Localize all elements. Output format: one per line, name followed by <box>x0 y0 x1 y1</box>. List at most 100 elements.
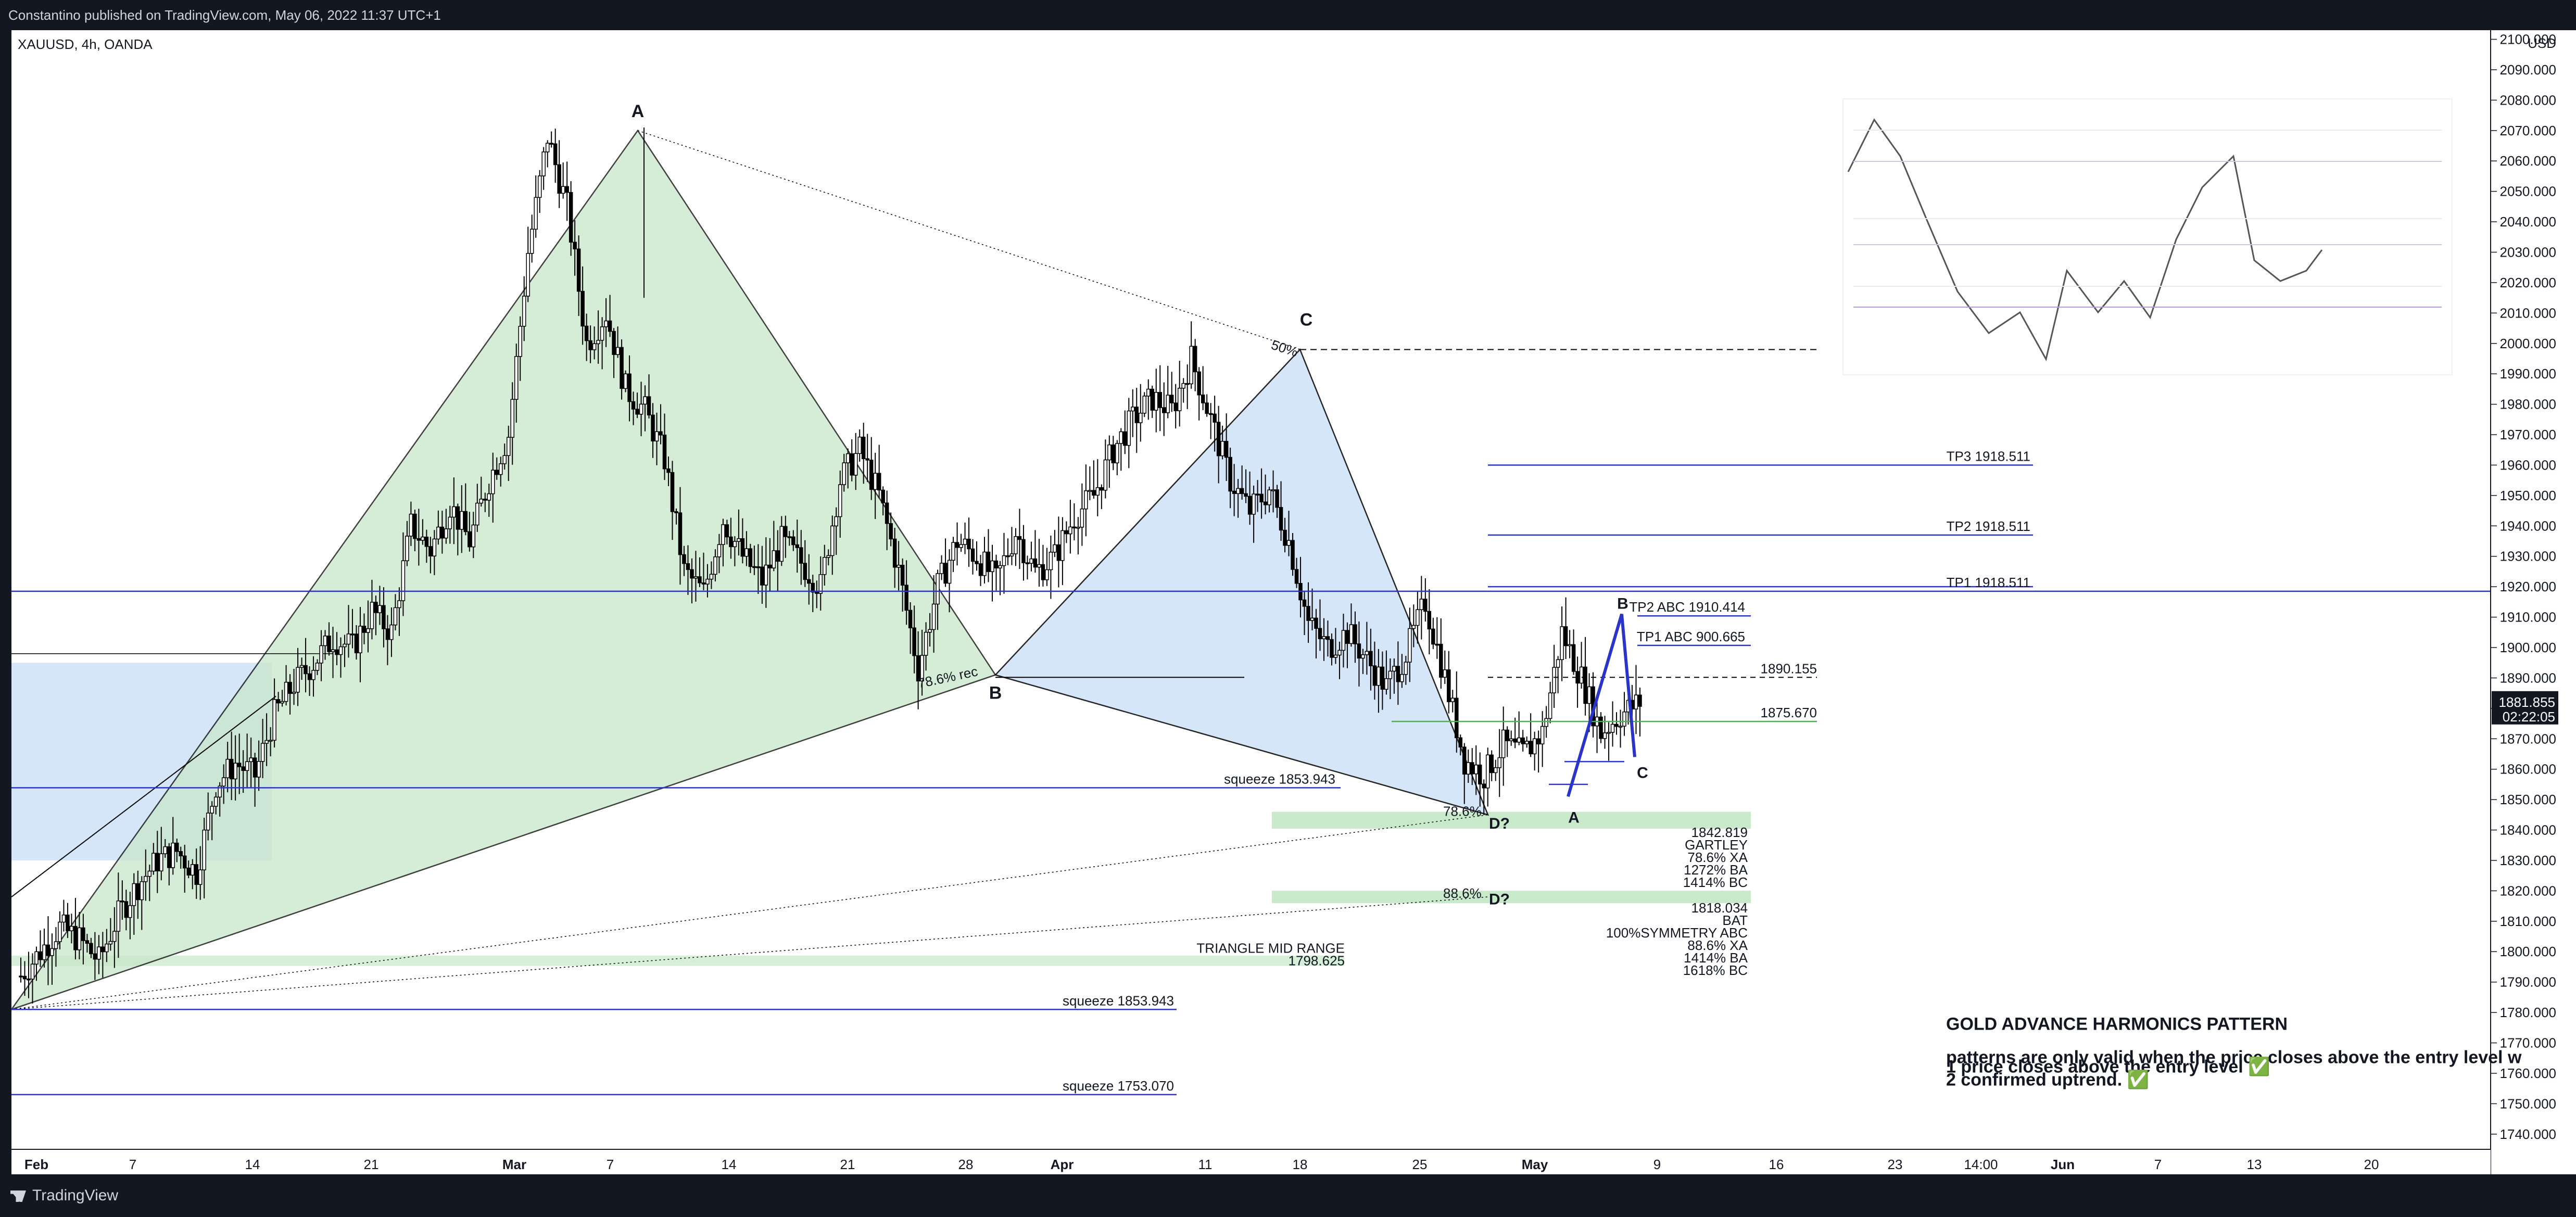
candle-body <box>1232 490 1236 494</box>
point-a-label: A <box>632 102 645 121</box>
candle-body <box>1208 413 1213 415</box>
annotation-lvl1875: 1875.670 <box>1761 705 1817 720</box>
candle-body <box>34 951 39 965</box>
candle-body <box>311 670 315 680</box>
candle-body <box>479 499 484 504</box>
candle-body <box>229 758 234 780</box>
candle-body <box>1146 388 1151 397</box>
candle-body <box>432 538 437 556</box>
candle-body <box>1450 698 1455 702</box>
candle-body <box>1139 412 1143 423</box>
time-tick-label: 16 <box>1769 1157 1784 1172</box>
candle-body <box>1524 741 1529 744</box>
currency-label: USD <box>2528 35 2556 51</box>
candle-body <box>190 864 195 876</box>
gartley-text: GARTLEY <box>1685 837 1748 853</box>
candle-body <box>1563 626 1568 646</box>
candle-body <box>1009 553 1014 556</box>
candle-body <box>46 944 50 956</box>
candle-body <box>66 915 70 931</box>
candle-body <box>409 513 413 537</box>
price-tick-label: 1890.000 <box>2500 670 2556 686</box>
candle-body <box>615 347 620 355</box>
candle-body <box>27 978 31 981</box>
candle-body <box>151 853 156 872</box>
inset-chart[interactable] <box>1842 98 2453 375</box>
point-d2-label: D? <box>1489 891 1510 908</box>
candle-body <box>171 842 175 868</box>
candle-body <box>85 940 90 944</box>
candle-body <box>260 743 265 762</box>
candle-body <box>1033 558 1038 568</box>
price-axis[interactable] <box>2491 30 2576 1174</box>
candle-body <box>1158 392 1162 408</box>
candle-body <box>1396 666 1400 682</box>
candle-body <box>1372 665 1377 686</box>
candle-body <box>1478 764 1482 784</box>
price-tick-label: 1990.000 <box>2500 366 2556 382</box>
candle-body <box>904 585 908 611</box>
candle-body <box>456 506 460 530</box>
candle-body <box>1571 644 1576 672</box>
candle-body <box>424 536 429 547</box>
candle-body <box>545 143 550 153</box>
candle-body <box>557 164 561 194</box>
candle-body <box>1053 544 1057 553</box>
price-tick-label: 1970.000 <box>2500 427 2556 442</box>
candle-body <box>573 242 577 250</box>
price-tick-label: 1900.000 <box>2500 640 2556 655</box>
candle-body <box>787 536 792 538</box>
candle-body <box>487 493 491 501</box>
candle-body <box>421 536 425 541</box>
candle-body <box>869 460 874 490</box>
candle-body <box>140 881 144 901</box>
candle-body <box>436 526 440 540</box>
tradingview-logo[interactable]: TradingView <box>10 1174 118 1217</box>
candle-body <box>105 943 109 953</box>
annotation-sq1753: squeeze 1753.070 <box>1063 1078 1174 1094</box>
candle-body <box>1482 783 1486 789</box>
candle-body <box>237 763 242 767</box>
candle-body <box>272 699 276 741</box>
candle-body <box>1427 611 1432 630</box>
candle-body <box>1501 729 1506 758</box>
candle-body <box>475 502 479 526</box>
candle-body <box>1111 444 1116 464</box>
candle-body <box>327 636 331 652</box>
candle-body <box>627 373 632 402</box>
time-tick-label: 20 <box>2364 1157 2379 1172</box>
abc-c-label: C <box>1637 764 1648 781</box>
candle-body <box>1556 659 1560 668</box>
point-c-label: C <box>1300 310 1313 329</box>
time-axis[interactable] <box>11 1149 2491 1174</box>
candle-body <box>382 605 386 629</box>
candle-body <box>698 576 702 584</box>
candle-body <box>1213 413 1217 423</box>
candle-body <box>1240 488 1244 495</box>
candle-body <box>896 565 901 568</box>
candle-body <box>1247 496 1252 515</box>
candle-body <box>167 846 171 868</box>
candle-body <box>428 546 433 556</box>
candle-body <box>1552 667 1556 693</box>
candle-body <box>206 813 210 831</box>
candle-body <box>155 853 160 871</box>
candle-body <box>924 631 928 656</box>
time-tick-label: Feb <box>24 1157 48 1172</box>
candle-body <box>1263 501 1268 505</box>
price-tick-label: 1790.000 <box>2500 974 2556 990</box>
annotation-tp2: TP2 1918.511 <box>1947 518 2030 534</box>
pct-886-label: 88.6% <box>1443 885 1482 901</box>
candle-body <box>811 582 815 593</box>
candle-body <box>1084 490 1088 510</box>
price-tick-label: 1760.000 <box>2500 1066 2556 1081</box>
candle-body <box>815 591 819 594</box>
candle-body <box>569 192 573 243</box>
candle-body <box>491 470 495 495</box>
price-tick-label: 2000.000 <box>2500 336 2556 351</box>
candle-body <box>666 468 671 473</box>
candle-body <box>943 563 948 584</box>
candle-body <box>1638 694 1642 707</box>
candle-body <box>522 296 526 327</box>
